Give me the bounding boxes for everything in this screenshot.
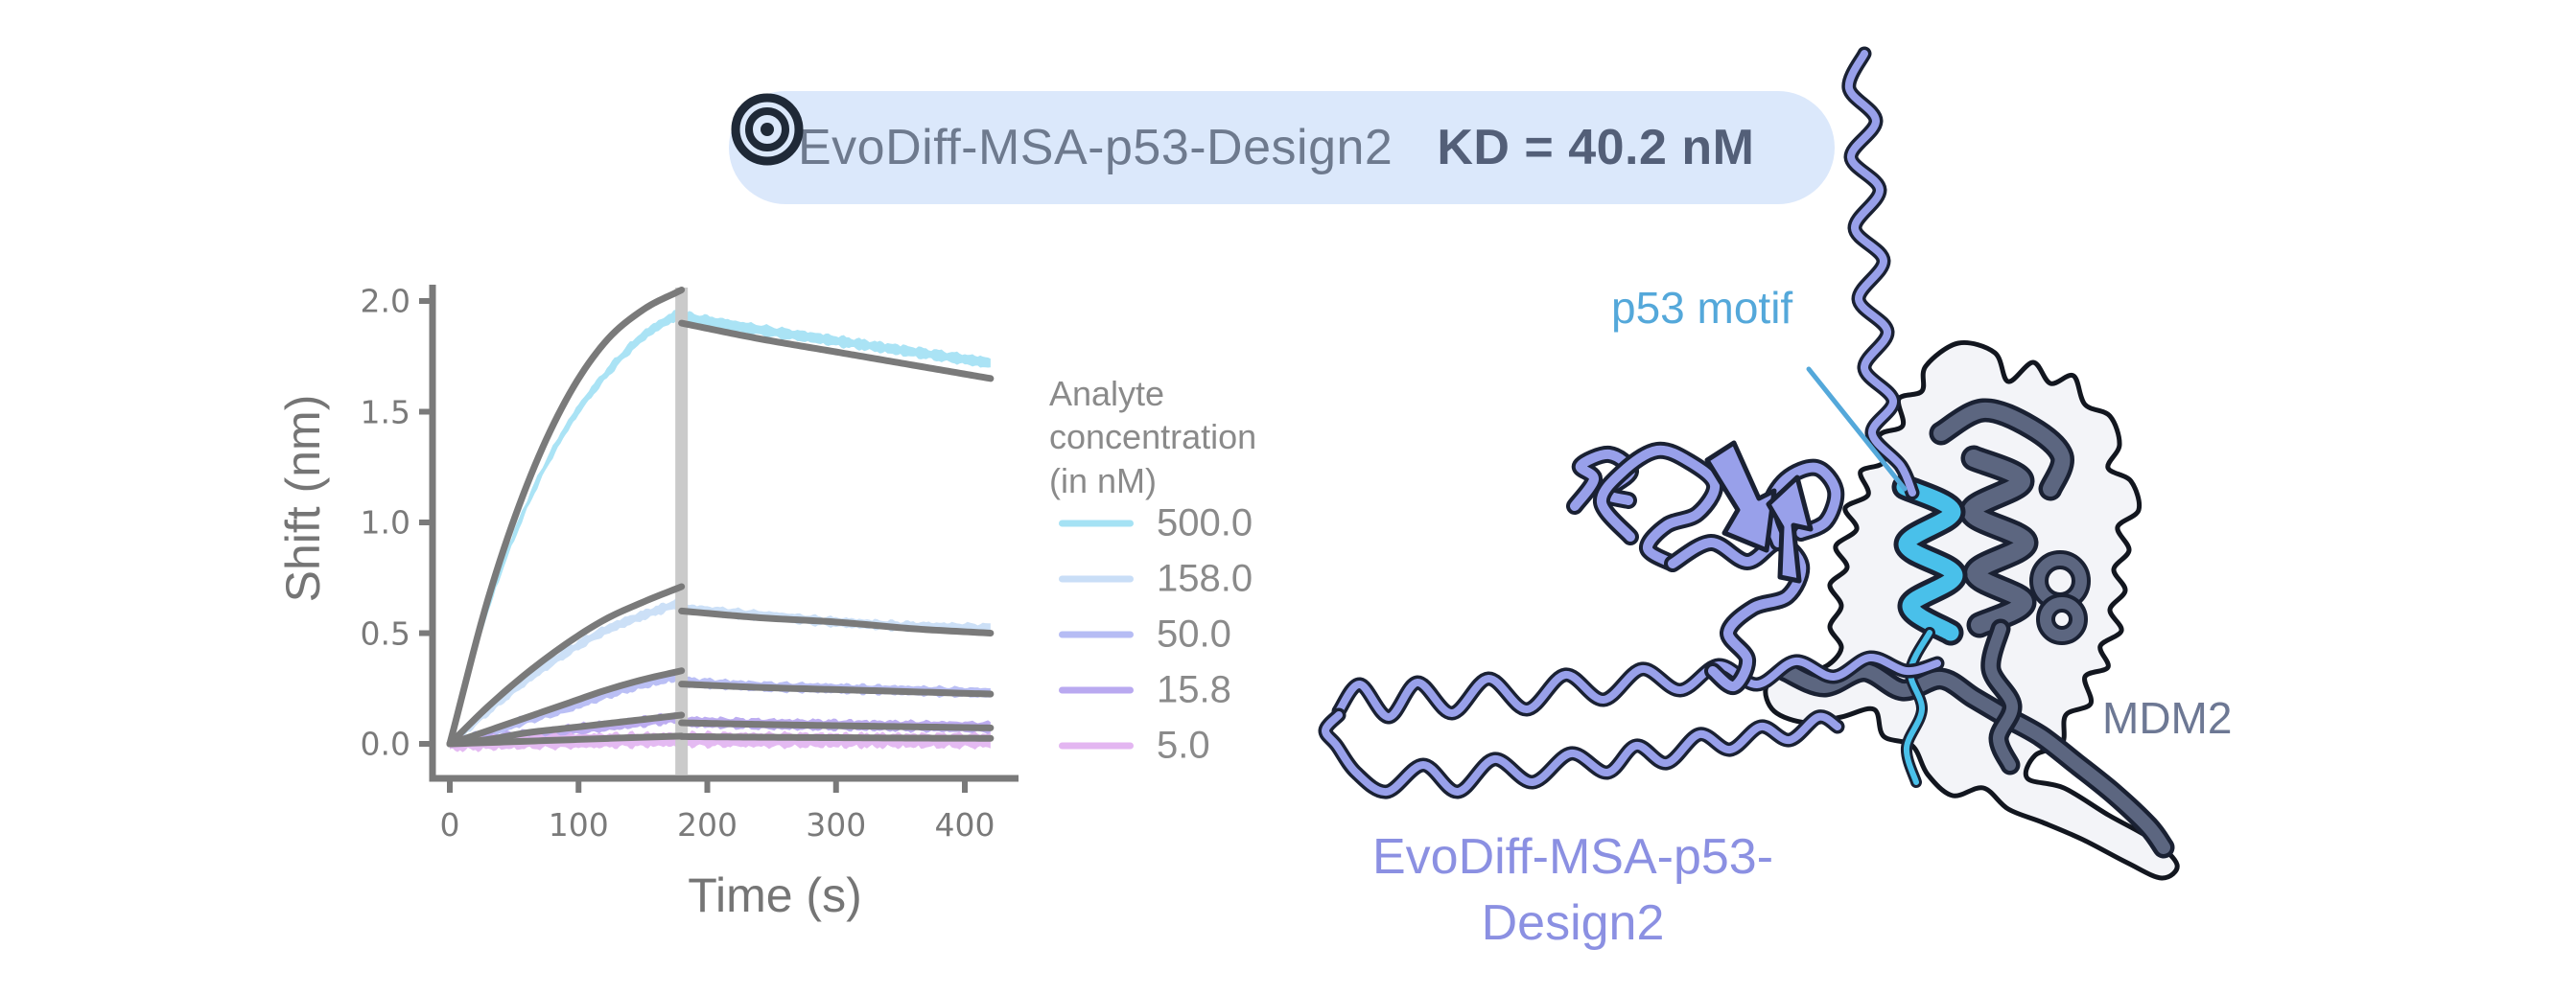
legend-entry-label: 15.8 bbox=[1157, 668, 1231, 711]
legend-swatch bbox=[1059, 575, 1134, 583]
legend-entry: 15.8 bbox=[1059, 669, 1231, 712]
x-tick-label: 200 bbox=[677, 806, 738, 844]
legend-swatch bbox=[1059, 742, 1134, 750]
x-tick-label: 0 bbox=[439, 806, 460, 844]
y-tick-label: 2.0 bbox=[360, 282, 410, 320]
design-name-label: EvoDiff-MSA-p53- Design2 bbox=[1333, 824, 1813, 956]
y-tick-label: 1.0 bbox=[360, 503, 410, 542]
x-axis-label: Time (s) bbox=[688, 868, 862, 922]
legend-entry: 50.0 bbox=[1059, 613, 1231, 657]
legend-entry: 158.0 bbox=[1059, 558, 1253, 601]
legend-swatch bbox=[1059, 520, 1134, 527]
legend-entry-label: 500.0 bbox=[1157, 501, 1253, 544]
y-tick-label: 1.5 bbox=[360, 393, 410, 430]
badge-kd-value: KD = 40.2 nM bbox=[1437, 120, 1755, 175]
mdm2-label: MDM2 bbox=[2102, 693, 2233, 743]
affinity-badge: EvoDiff-MSA-p53-Design2 KD = 40.2 nM bbox=[729, 91, 1835, 204]
y-tick-label: 0.0 bbox=[360, 725, 410, 763]
x-tick-label: 100 bbox=[548, 806, 609, 844]
design-name-line1: EvoDiff-MSA-p53- bbox=[1371, 829, 1774, 885]
legend-entry: 5.0 bbox=[1059, 725, 1210, 768]
design-name-line2: Design2 bbox=[1481, 894, 1665, 951]
target-icon bbox=[731, 93, 804, 166]
legend-swatch bbox=[1059, 686, 1134, 694]
legend-entry-label: 158.0 bbox=[1157, 557, 1253, 600]
y-axis-label: Shift (nm) bbox=[276, 394, 330, 603]
legend-title: Analyte concentration (in nM) bbox=[1049, 374, 1257, 500]
x-tick-label: 400 bbox=[934, 806, 995, 844]
legend-entry-label: 50.0 bbox=[1157, 613, 1231, 656]
y-tick-label: 0.5 bbox=[360, 614, 410, 652]
legend-swatch bbox=[1059, 631, 1134, 638]
badge-design-name: EvoDiff-MSA-p53-Design2 bbox=[798, 120, 1393, 175]
legend-entry-label: 5.0 bbox=[1157, 724, 1210, 767]
legend-entry: 500.0 bbox=[1059, 502, 1253, 545]
p53-motif-label: p53 motif bbox=[1611, 283, 1793, 333]
x-tick-label: 300 bbox=[806, 806, 867, 844]
